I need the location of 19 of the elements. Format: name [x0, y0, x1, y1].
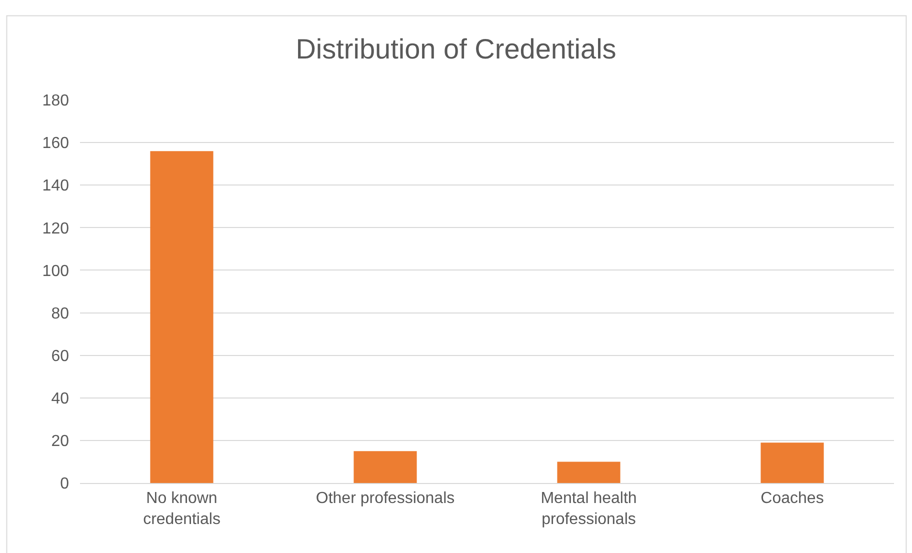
y-tick-label: 140 [42, 178, 70, 195]
y-tick-label: 160 [42, 135, 70, 152]
bar [150, 151, 214, 483]
x-tick-label: Mental health professionals [540, 490, 637, 528]
y-tick-label: 120 [42, 220, 70, 238]
y-tick-label: 60 [51, 348, 70, 365]
y-tick-label: 80 [51, 305, 70, 322]
bar [760, 442, 824, 483]
y-tick-label: 40 [51, 390, 70, 408]
chart-title: Distribution of Credentials [296, 33, 616, 64]
x-tick-label: No known credentials [143, 490, 220, 528]
y-tick-label: 180 [42, 92, 70, 110]
bar [354, 451, 417, 483]
x-tick-label: Other professionals [316, 490, 455, 508]
y-tick-label: 100 [42, 262, 70, 280]
y-tick-label: 20 [51, 433, 70, 450]
y-tick-label: 0 [60, 476, 70, 493]
x-tick-label: Coaches [760, 490, 824, 508]
bar [557, 462, 620, 483]
